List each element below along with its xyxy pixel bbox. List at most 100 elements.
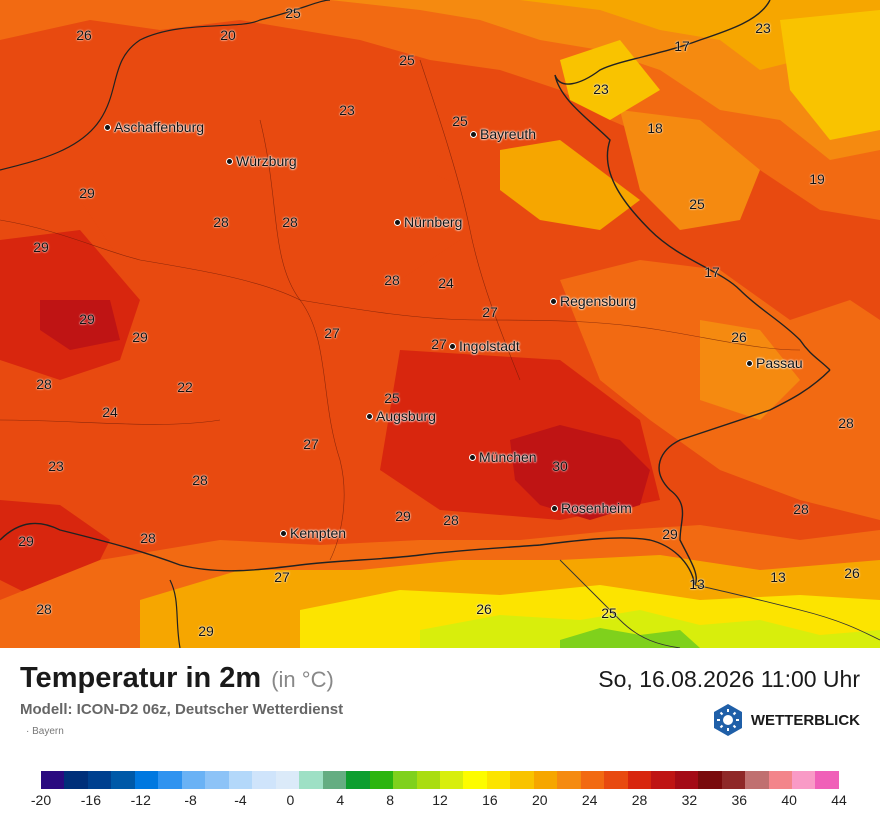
temperature-label: 23 xyxy=(48,458,64,474)
legend-swatch xyxy=(651,771,675,789)
brand-logo: WETTERBLICK xyxy=(711,703,860,737)
temperature-label: 28 xyxy=(282,214,298,230)
city-name: Aschaffenburg xyxy=(114,119,205,135)
city-name: München xyxy=(479,449,537,465)
temperature-label: 28 xyxy=(140,530,156,546)
legend-tick-label: 28 xyxy=(631,792,648,808)
temperature-label: 27 xyxy=(324,325,340,341)
city-marker-icon xyxy=(226,157,233,165)
legend-tick-label: 20 xyxy=(531,792,548,808)
legend-swatch xyxy=(768,771,792,789)
legend-tick-label: 16 xyxy=(482,792,498,808)
city-name: Augsburg xyxy=(376,408,436,424)
legend-swatch xyxy=(792,771,816,789)
temperature-label: 28 xyxy=(793,501,809,517)
legend-swatch xyxy=(111,771,135,789)
temperature-label: 20 xyxy=(220,27,236,43)
temperature-label: 29 xyxy=(33,239,49,255)
temperature-label: 25 xyxy=(601,605,617,621)
city-marker-icon xyxy=(746,359,753,367)
temperature-label: 29 xyxy=(79,311,95,327)
legend-labels: -20 -16 -12 -8 -4 0 4 8 12 16 20 24 28 32 36 40 44 xyxy=(31,792,847,808)
temperature-label: 28 xyxy=(36,376,52,392)
legend-swatch xyxy=(64,771,88,789)
legend-swatch xyxy=(322,771,347,789)
city-name: Rosenheim xyxy=(561,500,632,516)
temperature-label: 29 xyxy=(18,533,34,549)
legend-tick-label: 32 xyxy=(681,792,698,808)
legend-swatch xyxy=(510,771,534,789)
legend-swatch xyxy=(158,771,182,789)
legend-swatch xyxy=(580,771,605,789)
temperature-label: 19 xyxy=(809,171,825,187)
temperature-label: 18 xyxy=(647,120,663,136)
legend-swatch xyxy=(439,771,464,789)
legend-swatch xyxy=(557,771,581,789)
temperature-label: 29 xyxy=(395,508,411,524)
unit-label: (in °C) xyxy=(271,667,334,692)
temperature-label: 29 xyxy=(79,185,95,201)
city-label: Kempten xyxy=(280,525,346,541)
sun-logo-icon xyxy=(713,704,742,736)
city-marker-icon xyxy=(469,453,476,461)
temperature-label: 26 xyxy=(844,565,860,581)
legend-swatch xyxy=(228,771,253,789)
city-label: Regensburg xyxy=(550,293,636,309)
legend-swatch xyxy=(393,771,417,789)
legend-tick-label: -16 xyxy=(80,792,101,808)
temperature-label: 28 xyxy=(36,601,52,617)
temperature-map: 25 26 20 25 17 23 23 23 25 18 19 29 28 2… xyxy=(0,0,880,648)
temperature-label: 28 xyxy=(192,472,208,488)
city-label: Nürnberg xyxy=(394,214,462,230)
temperature-label: 30 xyxy=(552,458,568,474)
legend-swatch xyxy=(275,771,300,789)
city-marker-icon xyxy=(394,218,401,226)
legend-swatch xyxy=(721,771,746,789)
model-source: Modell: ICON-D2 06z, Deutscher Wetterdie… xyxy=(20,701,344,718)
legend-swatch xyxy=(134,771,159,789)
city-marker-icon xyxy=(550,297,557,305)
temperature-label: 29 xyxy=(662,526,678,542)
city-label: Rosenheim xyxy=(551,500,632,516)
legend-swatch xyxy=(463,771,487,789)
temperature-label: 24 xyxy=(102,404,118,420)
city-marker-icon xyxy=(104,123,111,131)
legend-swatch xyxy=(205,771,229,789)
city-label: Ingolstadt xyxy=(449,338,520,354)
legend-tick-label: -8 xyxy=(184,792,197,808)
color-legend xyxy=(41,771,839,789)
city-name: Bayreuth xyxy=(480,126,537,142)
legend-swatch xyxy=(87,771,112,789)
temperature-label: 26 xyxy=(476,601,492,617)
city-label: Augsburg xyxy=(366,408,436,424)
city-marker-icon xyxy=(449,342,456,350)
city-marker-icon xyxy=(470,130,477,138)
legend-tick-label: 40 xyxy=(781,792,797,808)
temperature-label: 29 xyxy=(132,329,148,345)
legend-swatch xyxy=(604,771,628,789)
map-canvas xyxy=(0,0,880,648)
temperature-label: 27 xyxy=(303,436,319,452)
temperature-label: 29 xyxy=(198,623,214,639)
city-name: Regensburg xyxy=(560,293,637,309)
brand-name: WETTERBLICK xyxy=(750,711,860,729)
temperature-label: 26 xyxy=(731,329,747,345)
legend-tick-label: -12 xyxy=(130,792,151,808)
legend-tick-label: 8 xyxy=(386,792,395,808)
legend-swatch xyxy=(346,771,370,789)
temperature-label: 28 xyxy=(443,512,459,528)
city-name: Ingolstadt xyxy=(459,338,520,354)
legend-swatch xyxy=(533,771,558,789)
legend-swatch xyxy=(181,771,206,789)
temperature-label: 17 xyxy=(704,264,720,280)
legend-swatch xyxy=(698,771,722,789)
legend-swatch xyxy=(745,771,769,789)
legend-swatch xyxy=(252,771,276,789)
temperature-label: 22 xyxy=(177,379,193,395)
temperature-label: 25 xyxy=(452,113,468,129)
legend-swatch xyxy=(486,771,511,789)
temperature-label: 13 xyxy=(689,576,705,592)
city-name: Kempten xyxy=(290,525,347,541)
temperature-label: 27 xyxy=(274,569,290,585)
map-title: Temperatur in 2m (in °C) xyxy=(20,662,334,695)
